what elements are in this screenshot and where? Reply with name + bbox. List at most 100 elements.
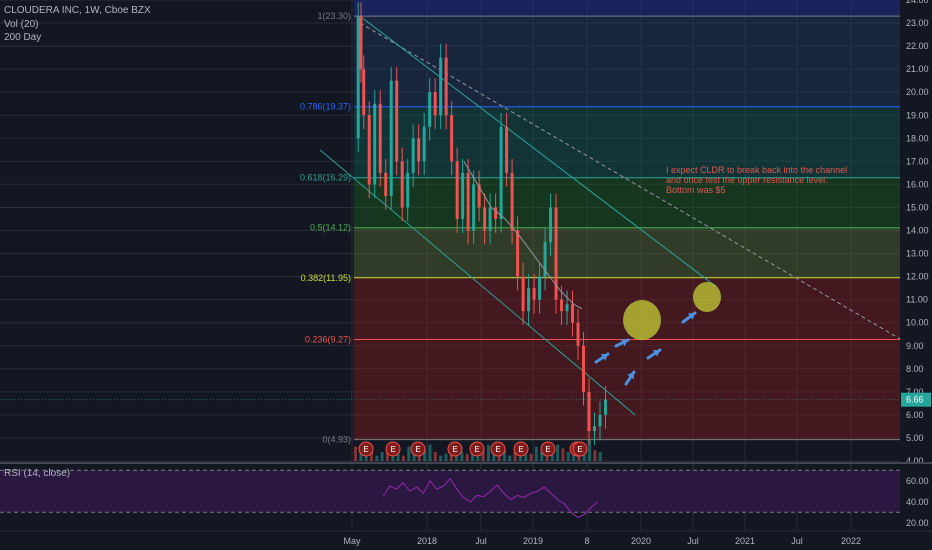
- price-tick-label: 14.00: [906, 226, 929, 236]
- fib-level-label: 0.618(16.29): [300, 173, 351, 183]
- earnings-marker-label: E: [452, 445, 457, 454]
- symbol-title[interactable]: CLOUDERA INC, 1W, Cboe BZX: [4, 5, 151, 16]
- earnings-marker: [490, 441, 506, 457]
- volume-bar: [433, 452, 437, 461]
- note-line: Bottom was $5: [666, 185, 726, 195]
- annotation-note[interactable]: I expect CLDR to break back into the cha…: [666, 165, 876, 195]
- earnings-marker: [385, 441, 401, 457]
- candle-body: [543, 242, 547, 277]
- candle-body: [466, 172, 470, 231]
- volume-bar: [385, 448, 389, 461]
- candle-body: [598, 414, 602, 427]
- volume-bar: [417, 453, 421, 461]
- earnings-marker-label: E: [363, 445, 368, 454]
- price-tick-label: 6.00: [906, 410, 924, 420]
- price-axis-pane: [900, 0, 932, 550]
- moving-average-label[interactable]: 200 Day: [4, 32, 42, 43]
- candle-body: [373, 103, 377, 185]
- volume-bar: [380, 452, 384, 461]
- earnings-marker-label: E: [390, 445, 395, 454]
- volume-bar: [534, 446, 538, 461]
- fib-level-label: 0.5(14.12): [310, 223, 351, 233]
- candle-body: [362, 69, 366, 116]
- candle-body: [571, 304, 575, 323]
- price-tick-label: 7.00: [906, 387, 924, 397]
- candle-body: [411, 138, 415, 173]
- volume-bar: [545, 453, 549, 461]
- time-tick-label: 2019: [523, 536, 543, 546]
- price-tick-label: 5.00: [906, 433, 924, 443]
- volume-bar: [561, 448, 565, 461]
- volume-bar: [375, 455, 379, 461]
- candle-body: [384, 172, 388, 196]
- candle-body: [532, 288, 536, 300]
- price-tick-label: 12.00: [906, 272, 929, 282]
- volume-bar: [391, 453, 395, 461]
- candle-body: [428, 92, 432, 127]
- fib-zone: [354, 227, 900, 278]
- time-tick-label: 2018: [417, 536, 437, 546]
- fib-level-label: 0.786(19.37): [300, 102, 351, 112]
- rsi-tick-label: 60.00: [906, 476, 929, 486]
- earnings-marker: [410, 441, 426, 457]
- candle-body: [604, 399, 607, 415]
- earnings-marker-label: E: [415, 445, 420, 454]
- candle-body: [406, 172, 410, 208]
- price-tick-label: 24.00: [906, 0, 929, 5]
- upper-trendline: [359, 22, 901, 340]
- time-tick-label: Jul: [791, 536, 803, 546]
- earnings-marker: [513, 441, 529, 457]
- volume-bar: [412, 452, 416, 461]
- candle-body: [378, 103, 382, 173]
- earnings-marker-label: E: [577, 445, 582, 454]
- volume-bar: [556, 444, 560, 461]
- rsi-line: [382, 477, 599, 519]
- moving-average-line: [463, 161, 583, 310]
- volume-bar: [428, 444, 432, 461]
- time-tick-label: 8: [584, 536, 589, 546]
- price-tick-label: 13.00: [906, 249, 929, 259]
- earnings-marker: [469, 441, 485, 457]
- candle-body: [395, 80, 399, 162]
- candle-body: [505, 126, 509, 173]
- candle-body: [417, 138, 421, 162]
- price-tick-label: 23.00: [906, 18, 929, 28]
- price-tick-label: 15.00: [906, 202, 929, 212]
- volume-bar: [529, 453, 533, 461]
- candle-body: [549, 207, 553, 243]
- volume-bar: [444, 453, 448, 461]
- volume-bar: [588, 439, 592, 461]
- candle-body: [477, 184, 481, 208]
- earnings-marker: [540, 441, 556, 457]
- price-tick-label: 19.00: [906, 110, 929, 120]
- time-tick-label: May: [343, 536, 361, 546]
- target-circle: [693, 282, 721, 312]
- fib-level-label: 0.382(11.95): [301, 273, 351, 283]
- volume-bar: [364, 453, 368, 461]
- fib-level-label: 0.236(9.27): [305, 335, 351, 345]
- time-tick-label: 2021: [735, 536, 755, 546]
- fib-zone: [354, 0, 900, 17]
- volume-bar: [513, 452, 517, 461]
- volume-bar: [481, 452, 485, 461]
- target-circle: [623, 300, 661, 340]
- earnings-marker-label: E: [474, 445, 479, 454]
- time-tick-label: 2022: [841, 536, 861, 546]
- candle-body: [488, 207, 492, 231]
- volume-bar: [508, 455, 512, 461]
- candle-body: [499, 126, 503, 219]
- volume-indicator-label[interactable]: Vol (20): [4, 19, 39, 30]
- candle-body: [450, 115, 454, 162]
- candle-body: [400, 161, 404, 208]
- candle-body: [444, 57, 448, 116]
- volume-bar: [439, 455, 443, 461]
- rsi-tick-label: 40.00: [906, 497, 929, 507]
- rsi-indicator-label[interactable]: RSI (14, close): [4, 468, 71, 479]
- volume-bar: [460, 452, 464, 461]
- time-tick-label: Jul: [475, 536, 487, 546]
- price-tick-label: 16.00: [906, 179, 929, 189]
- last-price-badge: [901, 392, 931, 407]
- candle-body: [527, 288, 531, 312]
